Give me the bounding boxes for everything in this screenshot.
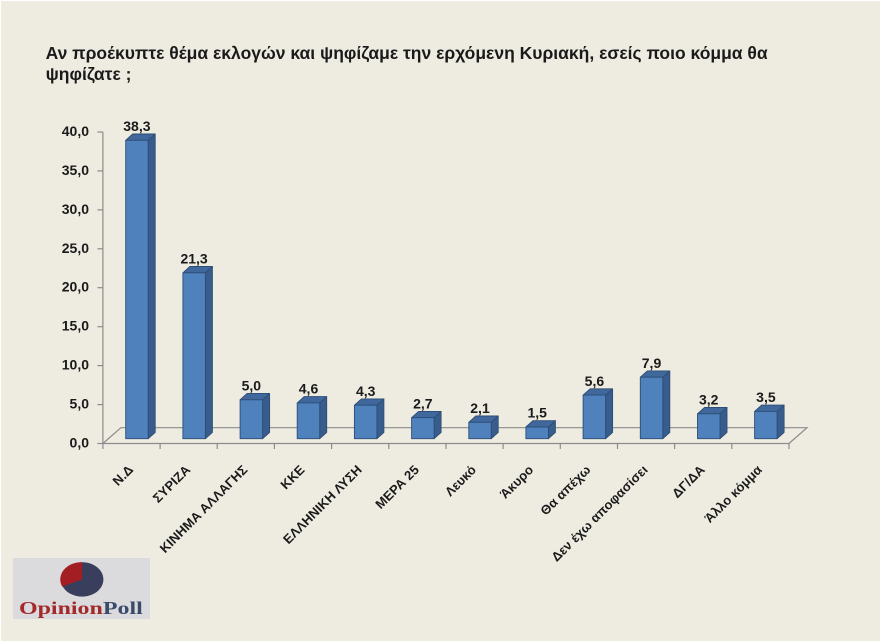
svg-text:5,6: 5,6 bbox=[585, 373, 605, 389]
svg-text:Θα απέχω: Θα απέχω bbox=[537, 462, 593, 518]
svg-text:20,0: 20,0 bbox=[62, 279, 89, 295]
svg-text:1,5: 1,5 bbox=[527, 405, 547, 421]
svg-text:21,3: 21,3 bbox=[180, 251, 207, 267]
svg-text:2,1: 2,1 bbox=[470, 400, 490, 416]
svg-text:38,3: 38,3 bbox=[123, 118, 150, 134]
svg-text:Ν.Δ: Ν.Δ bbox=[109, 462, 136, 489]
svg-text:Δεν έχω αποφασίσει: Δεν έχω αποφασίσει bbox=[548, 462, 651, 565]
svg-text:Λευκό: Λευκό bbox=[442, 462, 479, 499]
svg-text:0,0: 0,0 bbox=[70, 435, 90, 451]
svg-text:15,0: 15,0 bbox=[62, 318, 89, 334]
svg-text:7,9: 7,9 bbox=[642, 355, 662, 371]
svg-text:ΔΓ/ΔΑ: ΔΓ/ΔΑ bbox=[669, 462, 708, 501]
svg-text:Άλλο κόμμα: Άλλο κόμμα bbox=[701, 462, 765, 526]
svg-text:ΚΚΕ: ΚΚΕ bbox=[277, 462, 307, 492]
svg-text:3,2: 3,2 bbox=[699, 392, 719, 408]
svg-text:10,0: 10,0 bbox=[62, 357, 89, 373]
svg-text:4,3: 4,3 bbox=[356, 383, 376, 399]
svg-text:ΜΕΡΑ 25: ΜΕΡΑ 25 bbox=[372, 462, 422, 512]
svg-text:4,6: 4,6 bbox=[299, 381, 319, 397]
svg-text:ΣΥΡΙΖΑ: ΣΥΡΙΖΑ bbox=[150, 462, 194, 506]
svg-text:Άκυρο: Άκυρο bbox=[497, 462, 536, 501]
svg-text:25,0: 25,0 bbox=[62, 240, 89, 256]
svg-text:5,0: 5,0 bbox=[70, 396, 90, 412]
svg-text:5,0: 5,0 bbox=[242, 377, 262, 393]
svg-text:3,5: 3,5 bbox=[756, 389, 776, 405]
svg-text:30,0: 30,0 bbox=[62, 201, 89, 217]
svg-text:35,0: 35,0 bbox=[62, 162, 89, 178]
svg-text:2,7: 2,7 bbox=[413, 395, 433, 411]
svg-text:40,0: 40,0 bbox=[62, 123, 89, 139]
